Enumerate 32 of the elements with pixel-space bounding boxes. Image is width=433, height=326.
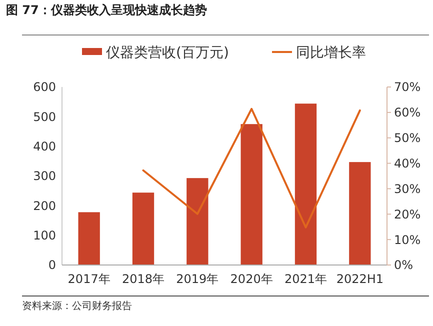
bar: [240, 124, 262, 265]
y2-tick-label: 10%: [394, 232, 421, 247]
y-tick-label: 300: [33, 169, 56, 184]
y2-tick-label: 20%: [394, 207, 421, 222]
y-tick-label: 100: [33, 228, 56, 243]
y2-tick-label: 50%: [394, 131, 421, 146]
bar: [186, 178, 208, 265]
y2-tick-label: 70%: [394, 80, 421, 94]
y2-tick-label: 0%: [394, 258, 414, 272]
bar: [349, 162, 371, 265]
line-series: [142, 108, 361, 228]
text: 资料来源：公司财务报告: [22, 300, 132, 312]
y2-tick-label: 30%: [394, 182, 421, 196]
y2-tick-label: 60%: [394, 106, 421, 120]
x-tick-label: 2019年: [176, 272, 219, 286]
chart-title: 图 77：仪器类收入呈现快速成长趋势: [6, 3, 207, 17]
y2-tick-label: 40%: [394, 156, 421, 170]
bar: [132, 192, 154, 265]
legend-label: 仪器类营收(百万元): [106, 44, 229, 61]
bar: [78, 212, 100, 265]
x-tick-label: 2022H1: [336, 272, 384, 286]
x-tick-label: 2020年: [230, 272, 273, 286]
bar: [294, 104, 317, 265]
x-tick-label: 2017年: [68, 272, 110, 286]
x-tick-label: 2018年: [122, 272, 165, 286]
y-tick-label: 500: [33, 110, 56, 124]
y-tick-label: 200: [33, 198, 56, 213]
y-tick-label: 0: [48, 258, 56, 272]
y-tick-label: 400: [33, 140, 56, 154]
x-tick-label: 2021年: [284, 272, 328, 286]
legend-label: 同比增长率: [296, 44, 366, 61]
y-tick-label: 600: [33, 80, 56, 94]
